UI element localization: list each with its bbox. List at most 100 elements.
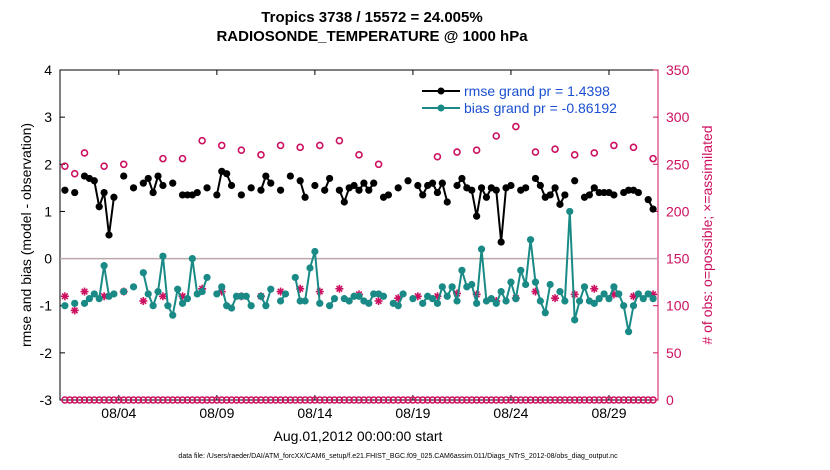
bias-point [178, 299, 187, 307]
bias-point [492, 299, 500, 307]
zero-count-marker [521, 396, 530, 404]
bias-point [169, 311, 177, 319]
rmse-point [335, 186, 343, 194]
assimilated-obs-point [374, 297, 383, 305]
asterisk-stroke [139, 297, 147, 305]
rmse-point [394, 184, 402, 192]
possible-obs-point [119, 160, 128, 169]
y-tick-label-right: 50 [666, 345, 682, 361]
bias-point [183, 295, 192, 303]
zero-count-marker [423, 396, 432, 404]
zero-count-marker [418, 396, 427, 404]
legend-marker-rmse [437, 87, 445, 95]
zero-count-marker [316, 396, 324, 404]
zero-count-marker [178, 396, 187, 404]
zero-count-marker [619, 396, 628, 404]
zero-count-marker [399, 396, 407, 404]
assimilated-obs-point [70, 306, 79, 315]
bias-point [433, 299, 442, 307]
rmse-point [193, 188, 201, 197]
zero-count-marker [409, 396, 417, 404]
zero-count-marker [335, 396, 344, 404]
possible-obs-point [512, 122, 520, 131]
rmse-point [120, 172, 128, 180]
bias-point [580, 283, 589, 291]
zero-count-marker [267, 396, 275, 404]
rmse-point [325, 174, 334, 183]
zero-count-marker [188, 396, 197, 404]
zero-count-marker [580, 396, 589, 404]
zero-count-marker [394, 396, 402, 404]
possible-obs-point [296, 143, 304, 152]
zero-count-marker [497, 396, 505, 404]
bias-point [419, 299, 427, 307]
assimilated-obs-point [80, 287, 89, 296]
bias-point [281, 290, 290, 298]
bias-point [164, 302, 172, 310]
bias-point [110, 290, 118, 298]
rmse-point [355, 186, 363, 194]
rmse-point [585, 191, 593, 199]
possible-obs-point [70, 169, 79, 178]
rmse-point [458, 174, 466, 183]
y-tick-label-left: -1 [40, 298, 53, 314]
y-tick-label-left: -3 [40, 392, 53, 408]
bias-point [438, 283, 446, 291]
zero-count-marker [482, 396, 491, 404]
chart-title-line1: Tropics 3738 / 15572 = 24.005% [261, 9, 482, 26]
y-tick-label-left: 1 [44, 203, 52, 219]
rmse-point [438, 179, 446, 187]
y-tick-label-left: 0 [44, 251, 52, 267]
rmse-point [296, 177, 304, 185]
bias-point [644, 290, 652, 298]
y-tick-label-left: -2 [40, 345, 53, 361]
zero-count-marker [541, 396, 550, 404]
rmse-point [105, 231, 113, 239]
bias-point [571, 316, 579, 324]
possible-obs-point [492, 132, 501, 140]
rmse-point [644, 196, 652, 204]
bias-point [100, 262, 108, 270]
bias-point [649, 295, 657, 303]
rmse-point [634, 188, 642, 197]
zero-count-marker [90, 396, 99, 404]
possible-obs-point [649, 154, 657, 163]
bias-point [610, 283, 618, 291]
bias-point [600, 290, 608, 298]
asterisk-stroke [394, 294, 402, 302]
rmse-point [71, 188, 79, 197]
bias-point [443, 292, 451, 300]
rmse-point [477, 184, 486, 192]
rmse-point [365, 186, 373, 194]
zero-count-marker [291, 396, 300, 404]
rmse-point [419, 191, 427, 199]
rmse-point [311, 181, 319, 190]
x-tick-label: 08/29 [591, 405, 626, 421]
zero-count-marker [110, 396, 118, 404]
possible-obs-point [551, 145, 559, 153]
bias-point [188, 254, 196, 263]
rmse-point [561, 191, 569, 199]
zero-count-marker [595, 396, 603, 404]
bias-point [639, 295, 647, 303]
y-tick-label-right: 100 [666, 298, 690, 314]
zero-count-marker [360, 396, 368, 404]
zero-count-marker [531, 396, 540, 404]
zero-count-marker [325, 396, 334, 404]
zero-count-marker [242, 396, 251, 404]
possible-obs-point [315, 141, 324, 150]
bias-point [512, 295, 520, 303]
zero-count-marker [320, 396, 329, 404]
possible-obs-point [257, 151, 265, 159]
zero-count-marker [517, 396, 525, 404]
rmse-point [428, 179, 437, 187]
zero-count-marker [193, 396, 201, 404]
rmse-point [350, 181, 358, 190]
y-tick-label-left: 4 [44, 62, 52, 78]
zero-count-marker [570, 396, 579, 404]
zero-count-marker [575, 396, 584, 404]
zero-count-marker [311, 396, 319, 404]
zero-count-marker [129, 396, 138, 404]
zero-count-marker [75, 396, 84, 404]
bias-point [517, 266, 525, 274]
